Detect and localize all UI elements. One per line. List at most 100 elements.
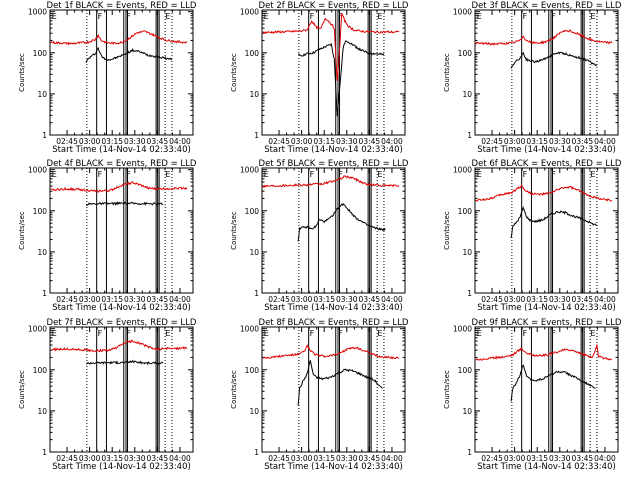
interval-marker-label: F <box>523 170 528 179</box>
y-axis-label: Counts/sec <box>230 370 238 409</box>
series-lld-line <box>475 343 613 361</box>
x-axis-label: Start Time (14-Nov-14 02:33:40) <box>477 145 616 155</box>
interval-marker-label: E <box>165 12 170 21</box>
panel-title: Det 3f BLACK = Events, RED = LLD <box>472 1 622 11</box>
y-axis-label: Counts/sec <box>443 53 451 92</box>
y-tick-label: 1000 <box>240 325 259 334</box>
y-tick-label: 100 <box>33 49 48 58</box>
x-tick-label: 03:15 <box>313 137 335 146</box>
series-lld-line <box>262 175 400 188</box>
interval-marker-label: E <box>477 329 482 338</box>
interval-marker-label: E <box>377 12 382 21</box>
series-lld-line <box>475 29 613 46</box>
x-tick-label: 03:30 <box>124 137 146 146</box>
x-tick-label: 02:45 <box>56 137 78 146</box>
panel-title: Det 5f BLACK = Events, RED = LLD <box>259 159 409 169</box>
y-tick-label: 10 <box>37 407 47 416</box>
x-axis-label: Start Time (14-Nov-14 02:33:40) <box>264 145 403 155</box>
series-events-line <box>85 359 164 366</box>
x-axis-label: Start Time (14-Nov-14 02:33:40) <box>264 303 403 313</box>
x-axis-label: Start Time (14-Nov-14 02:33:40) <box>52 303 191 313</box>
interval-marker-label: F <box>310 170 315 179</box>
x-tick-label: 04:00 <box>169 137 191 146</box>
series-lld-line <box>50 30 188 46</box>
series-events-line <box>297 202 386 242</box>
interval-marker-label: F <box>523 329 528 338</box>
interval-marker-label: E <box>264 170 269 179</box>
axes-frame <box>49 326 194 453</box>
y-axis-label: Counts/sec <box>230 53 238 92</box>
panel-title: Det 1f BLACK = Events, RED = LLD <box>47 1 197 11</box>
x-tick-label: 03:45 <box>572 137 594 146</box>
y-tick-label: 1000 <box>453 8 472 17</box>
x-tick-label: 03:30 <box>336 295 358 304</box>
x-tick-label: 03:15 <box>526 295 548 304</box>
panel-title: Det 4f BLACK = Events, RED = LLD <box>47 159 197 169</box>
y-axis-label: Counts/sec <box>443 370 451 409</box>
axes-frame <box>474 326 619 453</box>
interval-marker-label: E <box>590 12 595 21</box>
y-tick-label: 1000 <box>453 325 472 334</box>
axes-frame <box>49 167 194 294</box>
x-tick-label: 04:00 <box>381 137 403 146</box>
x-tick-label: 04:00 <box>381 295 403 304</box>
y-tick-label: 10 <box>462 90 472 99</box>
y-tick-label: 100 <box>245 207 260 216</box>
series-events-line <box>510 206 598 239</box>
x-tick-label: 03:15 <box>101 137 123 146</box>
x-tick-label: 04:00 <box>594 295 616 304</box>
y-tick-label: 1000 <box>28 166 47 175</box>
x-tick-label: 03:45 <box>572 295 594 304</box>
x-tick-label: 03:30 <box>336 454 358 463</box>
series-lld-line <box>262 343 400 360</box>
x-tick-label: 03:15 <box>101 454 123 463</box>
y-tick-label: 1000 <box>28 325 47 334</box>
y-tick-label: 1 <box>467 131 472 140</box>
x-tick-label: 03:15 <box>313 454 335 463</box>
panel-title: Det 9f BLACK = Events, RED = LLD <box>472 318 622 328</box>
x-tick-label: 04:00 <box>169 295 191 304</box>
y-tick-label: 1 <box>254 289 259 298</box>
x-tick-label: 04:00 <box>594 454 616 463</box>
y-tick-label: 1 <box>42 289 47 298</box>
interval-marker-label: F <box>98 170 103 179</box>
interval-marker-label: E <box>52 170 57 179</box>
x-tick-label: 03:45 <box>147 454 169 463</box>
y-tick-label: 10 <box>249 248 259 257</box>
y-axis-label: Counts/sec <box>18 53 26 92</box>
y-tick-label: 10 <box>249 407 259 416</box>
interval-marker-label: F <box>338 12 343 21</box>
x-axis-label: Start Time (14-Nov-14 02:33:40) <box>477 303 616 313</box>
x-tick-label: 03:45 <box>147 295 169 304</box>
x-tick-label: 03:00 <box>291 137 313 146</box>
y-tick-label: 1 <box>42 131 47 140</box>
y-tick-label: 10 <box>249 90 259 99</box>
y-tick-label: 1 <box>254 131 259 140</box>
x-axis-label: Start Time (14-Nov-14 02:33:40) <box>52 145 191 155</box>
panel-title: Det 2f BLACK = Events, RED = LLD <box>259 1 409 11</box>
x-tick-label: 03:15 <box>101 295 123 304</box>
y-tick-label: 1 <box>467 289 472 298</box>
interval-marker-label: F <box>551 170 556 179</box>
y-tick-label: 100 <box>458 49 473 58</box>
y-axis-label: Counts/sec <box>230 211 238 250</box>
interval-marker-label: F <box>98 329 103 338</box>
x-tick-label: 03:00 <box>79 137 101 146</box>
x-tick-label: 02:45 <box>268 295 290 304</box>
x-tick-label: 03:30 <box>336 137 358 146</box>
axes-frame <box>261 326 406 453</box>
x-tick-label: 03:00 <box>291 295 313 304</box>
x-tick-label: 03:45 <box>359 137 381 146</box>
x-tick-label: 03:45 <box>572 454 594 463</box>
series-lld-line <box>50 339 188 353</box>
x-tick-label: 03:45 <box>359 454 381 463</box>
x-tick-label: 03:30 <box>549 454 571 463</box>
interval-marker-label: F <box>126 329 131 338</box>
x-tick-label: 02:45 <box>481 454 503 463</box>
interval-marker-label: F <box>126 12 131 21</box>
y-tick-label: 100 <box>245 366 260 375</box>
y-tick-label: 1 <box>254 448 259 457</box>
series-lld-line <box>50 181 188 193</box>
x-tick-label: 03:45 <box>359 295 381 304</box>
